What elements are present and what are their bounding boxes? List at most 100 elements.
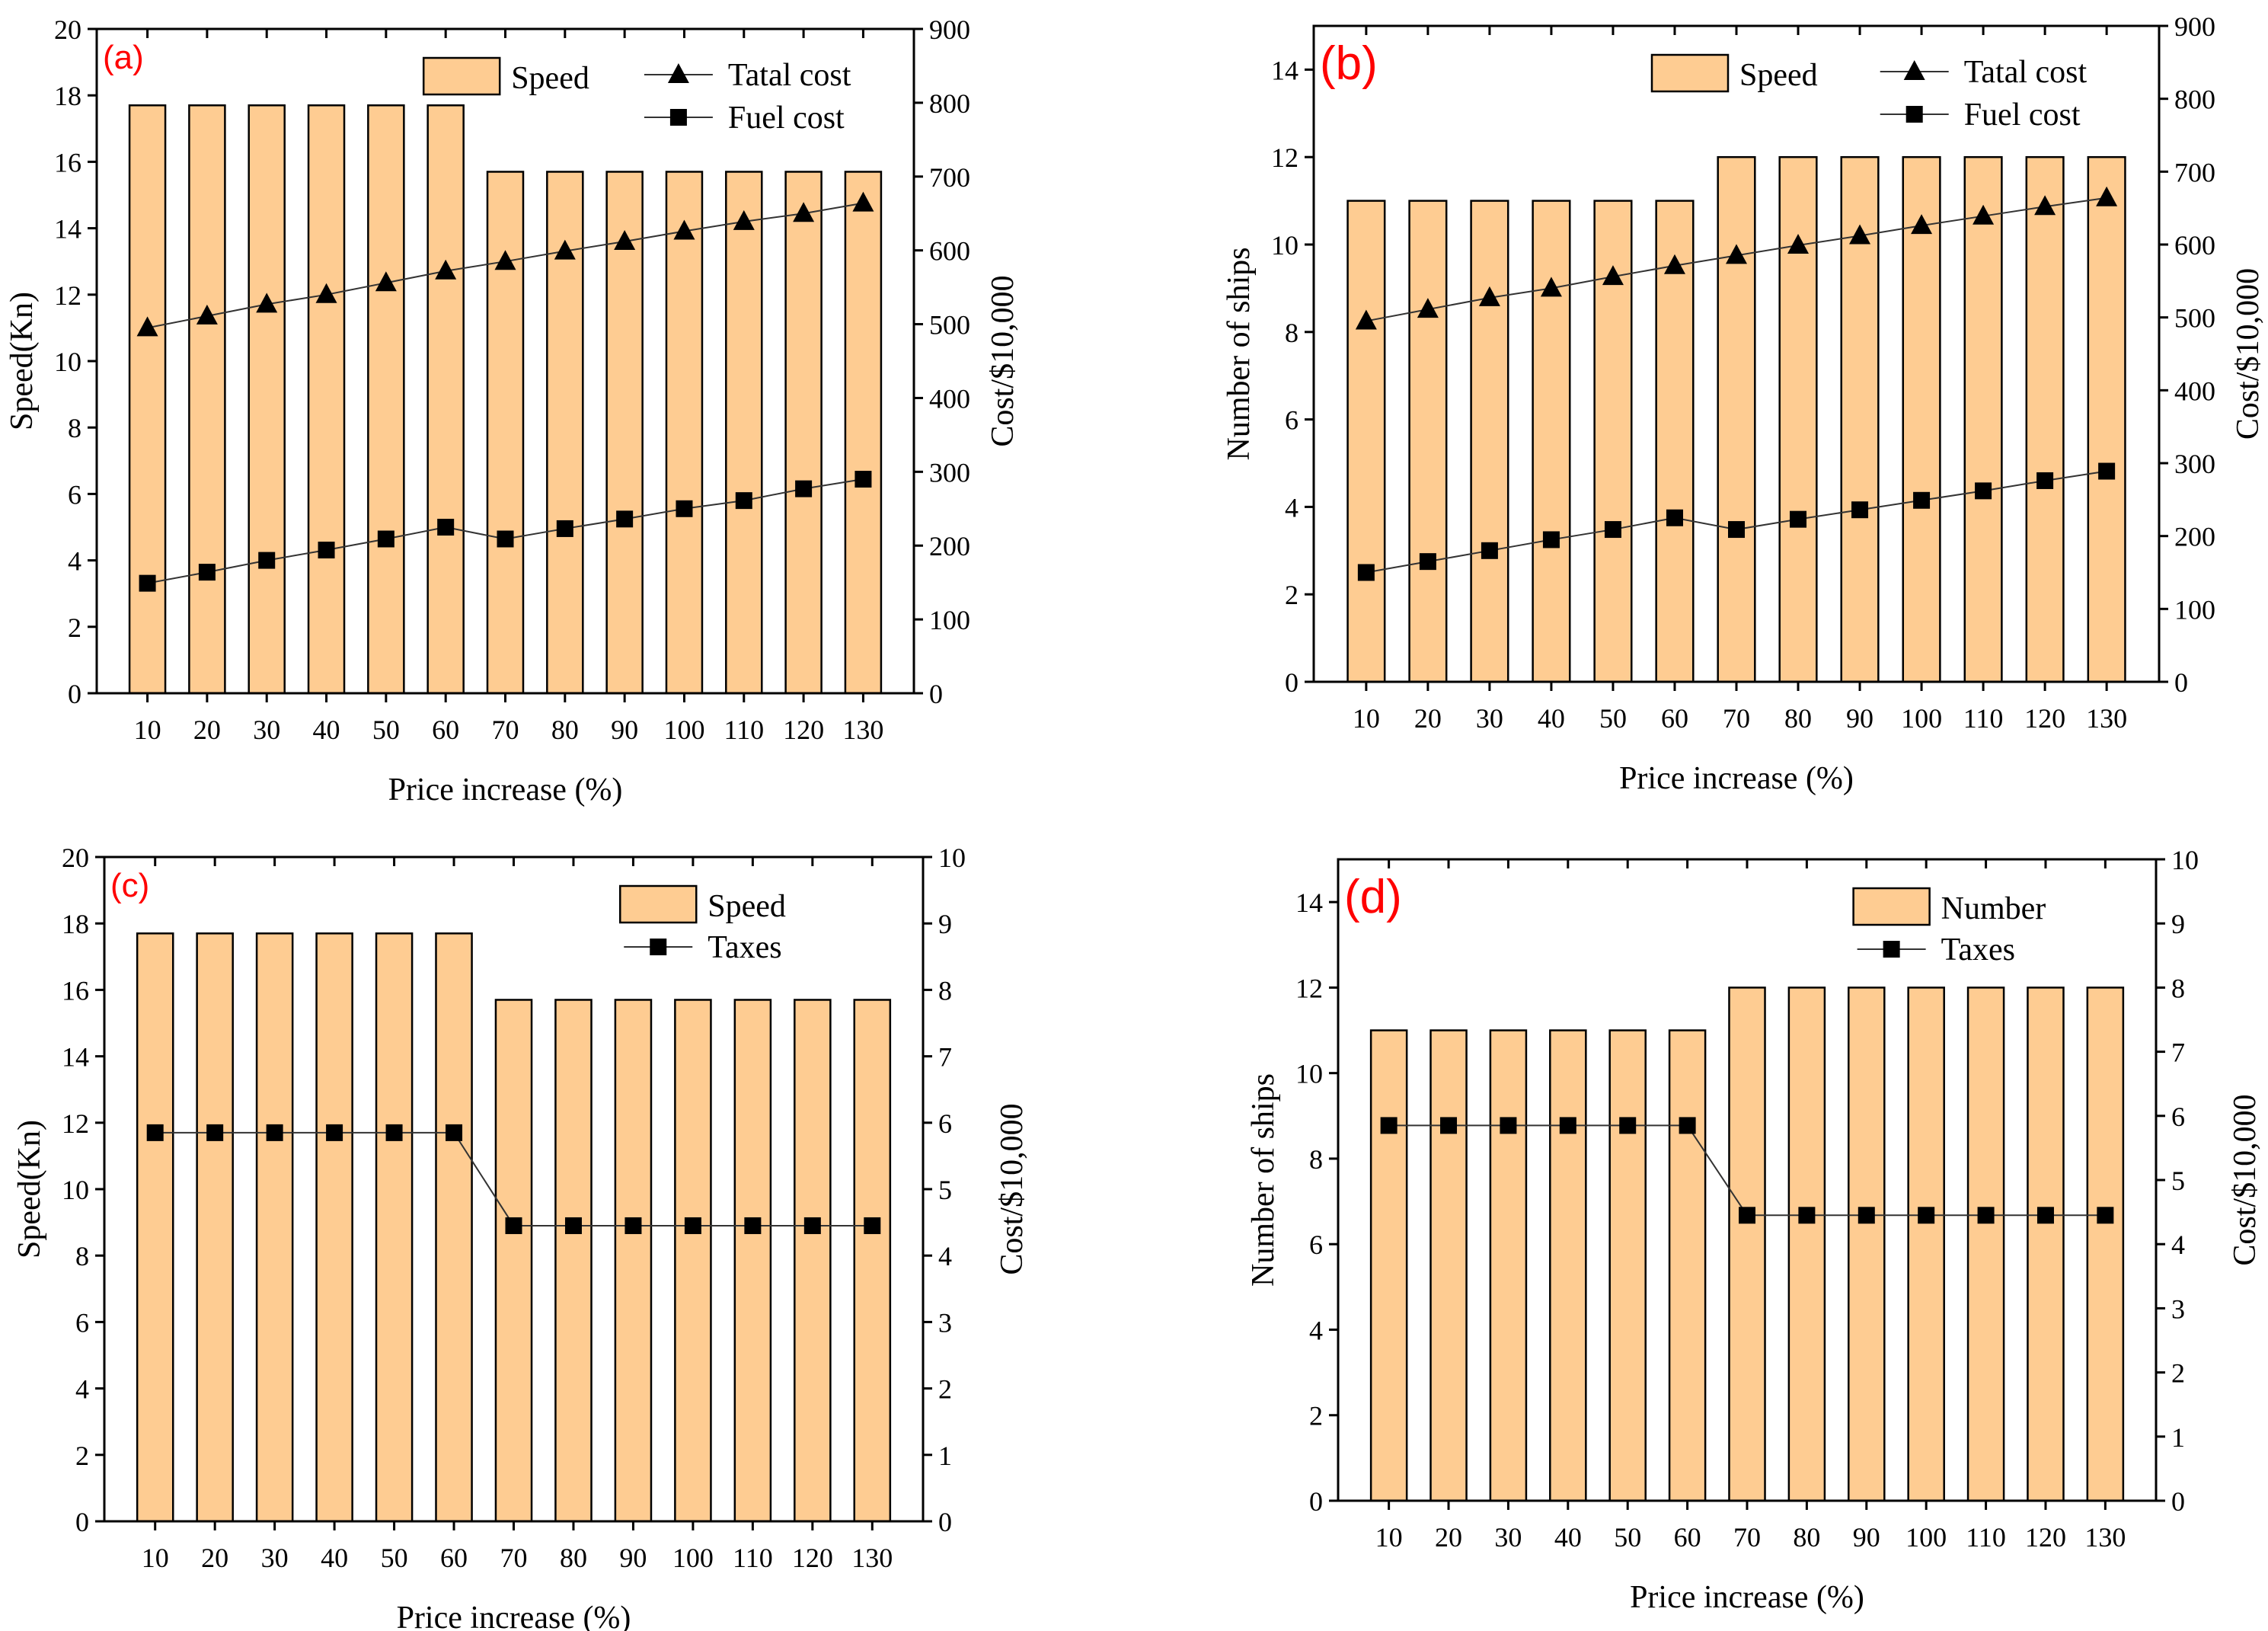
- x-tick-label: 110: [733, 1543, 773, 1573]
- y2-tick-label: 400: [2174, 376, 2215, 406]
- legend-series-label: Tatal cost: [1964, 55, 2088, 90]
- bar: [2025, 155, 2065, 683]
- bar: [2027, 987, 2065, 1502]
- square-point: [198, 564, 216, 581]
- legend-bar-label: Speed: [511, 61, 589, 96]
- bar: [733, 999, 772, 1523]
- triangle-point: [733, 209, 755, 230]
- y2-tick-label: 0: [929, 679, 943, 709]
- y2-tick-label: 4: [938, 1241, 952, 1271]
- y2-tick-label: 2: [938, 1374, 952, 1405]
- triangle-point: [375, 271, 397, 292]
- x-tick-label: 130: [2086, 703, 2127, 734]
- y2-tick-label: 7: [938, 1042, 952, 1073]
- bar: [554, 999, 593, 1523]
- y-tick-label: 0: [1285, 667, 1299, 698]
- square-point: [795, 480, 813, 497]
- x-axis-title: Price increase (%): [1619, 761, 1854, 796]
- bar: [255, 932, 294, 1523]
- x-tick-label: 100: [1905, 1522, 1947, 1553]
- panel-label: (a): [103, 39, 144, 76]
- x-tick-label: 60: [440, 1543, 468, 1573]
- x-tick-label: 100: [672, 1543, 714, 1573]
- x-tick-label: 80: [551, 715, 579, 745]
- x-tick-label: 80: [1793, 1522, 1820, 1553]
- bar: [853, 999, 892, 1523]
- y2-tick-label: 3: [2171, 1294, 2185, 1324]
- triangle-point: [1973, 204, 1995, 225]
- triangle-point: [1787, 233, 1810, 254]
- y-tick-label: 10: [62, 1175, 89, 1205]
- x-tick-label: 60: [432, 715, 459, 745]
- y2-tick-label: 500: [929, 310, 970, 341]
- triangle-point: [673, 219, 695, 240]
- triangle-point: [435, 259, 457, 280]
- square-point: [556, 520, 573, 537]
- y-tick-label: 0: [68, 679, 81, 709]
- y-tick-label: 4: [1285, 492, 1299, 523]
- y2-tick-label: 9: [938, 909, 952, 939]
- bar: [1429, 1029, 1468, 1502]
- x-tick-label: 20: [193, 715, 221, 745]
- square-point: [2036, 1207, 2054, 1224]
- triangle-point: [136, 316, 158, 337]
- legend-bar-label: Speed: [708, 889, 786, 924]
- y2-tick-label: 700: [2174, 157, 2215, 187]
- bar: [1728, 987, 1766, 1502]
- square-point: [2097, 1207, 2114, 1224]
- panel-label: (b): [1320, 37, 1378, 90]
- y-tick-label: 6: [75, 1307, 89, 1338]
- square-point: [1440, 1117, 1458, 1134]
- x-tick-label: 20: [1435, 1522, 1462, 1553]
- bar: [1848, 987, 1886, 1502]
- x-tick-label: 90: [1846, 703, 1873, 734]
- x-tick-label: 70: [1733, 1522, 1761, 1553]
- x-tick-label: 30: [261, 1543, 289, 1573]
- x-axis-title: Price increase (%): [1630, 1580, 1864, 1615]
- triangle-point: [256, 293, 278, 313]
- y-tick-label: 8: [1309, 1144, 1323, 1175]
- y-tick-label: 16: [54, 147, 81, 177]
- y-axis-title: Speed(Kn): [5, 292, 40, 430]
- square-point: [1559, 1117, 1576, 1134]
- bar: [1668, 1029, 1707, 1502]
- bar: [367, 104, 405, 695]
- legend-square-icon: [1905, 106, 1923, 123]
- triangle-point: [1911, 214, 1933, 235]
- bar: [1966, 987, 2005, 1502]
- y2-tick-label: 3: [938, 1307, 952, 1338]
- bar: [1840, 155, 1880, 683]
- y2-tick-label: 100: [2174, 594, 2215, 625]
- square-point: [744, 1217, 762, 1234]
- square-point: [864, 1217, 881, 1234]
- y2-tick-label: 5: [2171, 1166, 2185, 1196]
- square-point: [1542, 531, 1560, 548]
- x-tick-label: 40: [1554, 1522, 1582, 1553]
- x-tick-label: 50: [1614, 1522, 1641, 1553]
- legend-square-icon: [1883, 941, 1900, 958]
- y-tick-label: 12: [54, 280, 81, 311]
- x-tick-label: 30: [253, 715, 280, 745]
- bar: [248, 104, 286, 695]
- x-tick-label: 130: [851, 1543, 893, 1573]
- y-tick-label: 4: [1309, 1315, 1323, 1345]
- x-tick-label: 60: [1674, 1522, 1701, 1553]
- y2-axis-title: Cost/$10,000: [985, 275, 1021, 446]
- legend-bar-swatch: [619, 884, 698, 924]
- x-tick-label: 100: [1901, 703, 1942, 734]
- x-tick-label: 10: [142, 1543, 169, 1573]
- y2-tick-label: 800: [2174, 85, 2215, 115]
- y2-tick-label: 0: [2171, 1486, 2185, 1517]
- legend-bar-swatch: [422, 56, 501, 96]
- square-point: [377, 530, 395, 548]
- panel-label: (c): [110, 867, 149, 904]
- x-tick-label: 70: [500, 1543, 528, 1573]
- x-tick-label: 70: [492, 715, 519, 745]
- y2-tick-label: 2: [2171, 1358, 2185, 1389]
- bar: [665, 171, 704, 695]
- x-tick-label: 60: [1661, 703, 1688, 734]
- square-point: [1380, 1117, 1398, 1134]
- triangle-point: [2096, 186, 2118, 206]
- bar: [1369, 1029, 1408, 1502]
- square-point: [1858, 1207, 1875, 1224]
